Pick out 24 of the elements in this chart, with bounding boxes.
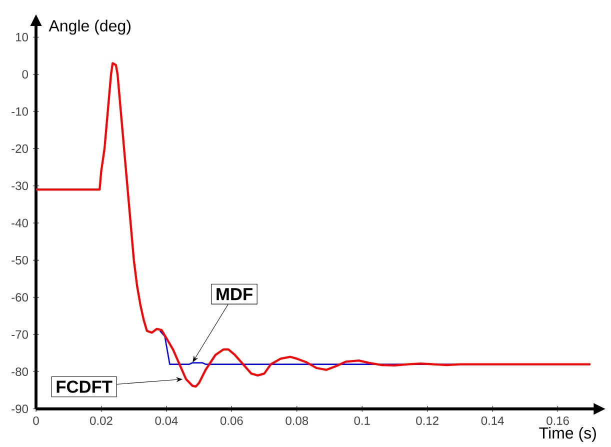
y-tick-label: -80 bbox=[12, 368, 28, 376]
annotation: MDF bbox=[216, 288, 252, 300]
y-tick-label: -10 bbox=[12, 107, 28, 116]
y-tick-label: -90 bbox=[12, 404, 28, 414]
x-axis-title: Time (s) bbox=[539, 426, 596, 442]
x-tick-label: 0.06 bbox=[220, 416, 243, 426]
x-tick-label: 0 bbox=[33, 416, 39, 426]
y-tick-label: -40 bbox=[12, 218, 28, 228]
x-tick-label: 0.14 bbox=[481, 416, 504, 426]
y-tick-label: -50 bbox=[12, 256, 28, 265]
y-axis-title: Angle (deg) bbox=[48, 20, 130, 35]
y-tick-label: -20 bbox=[12, 144, 28, 153]
y-tick-label: -70 bbox=[12, 330, 28, 339]
x-tick-label: 0.08 bbox=[286, 416, 308, 426]
y-tick-label: -30 bbox=[12, 182, 28, 190]
annotation: FCDFT bbox=[56, 380, 112, 393]
y-tick-label: 10 bbox=[16, 32, 28, 42]
x-tick-label: 0.02 bbox=[90, 416, 112, 426]
x-tick-label: 0.16 bbox=[546, 416, 569, 426]
x-tick-label: 0.1 bbox=[354, 416, 370, 426]
y-tick-label: -60 bbox=[12, 293, 28, 302]
x-tick-label: 0.12 bbox=[416, 416, 438, 426]
y-tick-label: 0 bbox=[22, 70, 28, 79]
x-tick-label: 0.04 bbox=[155, 416, 178, 426]
